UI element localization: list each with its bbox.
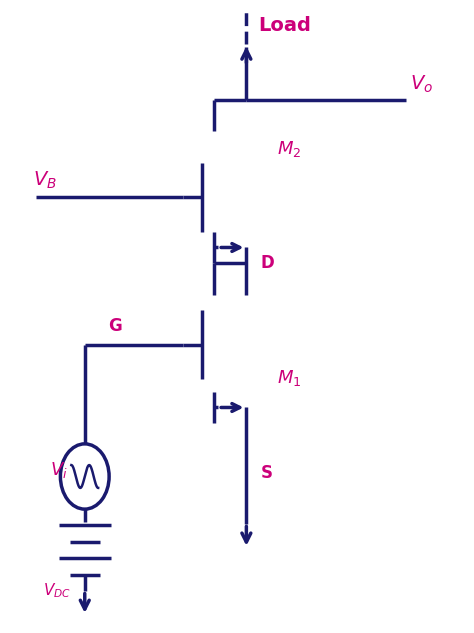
Text: D: D: [260, 254, 274, 272]
Text: $V_B$: $V_B$: [33, 170, 57, 191]
Text: G: G: [108, 317, 122, 335]
Text: Load: Load: [258, 16, 311, 35]
Text: S: S: [260, 465, 273, 482]
Text: $M_2$: $M_2$: [277, 139, 301, 159]
Text: $V_{DC}$: $V_{DC}$: [43, 581, 71, 600]
Text: $V_o$: $V_o$: [410, 73, 433, 95]
Text: $V_i$: $V_i$: [50, 460, 67, 480]
Text: $M_1$: $M_1$: [277, 368, 301, 387]
